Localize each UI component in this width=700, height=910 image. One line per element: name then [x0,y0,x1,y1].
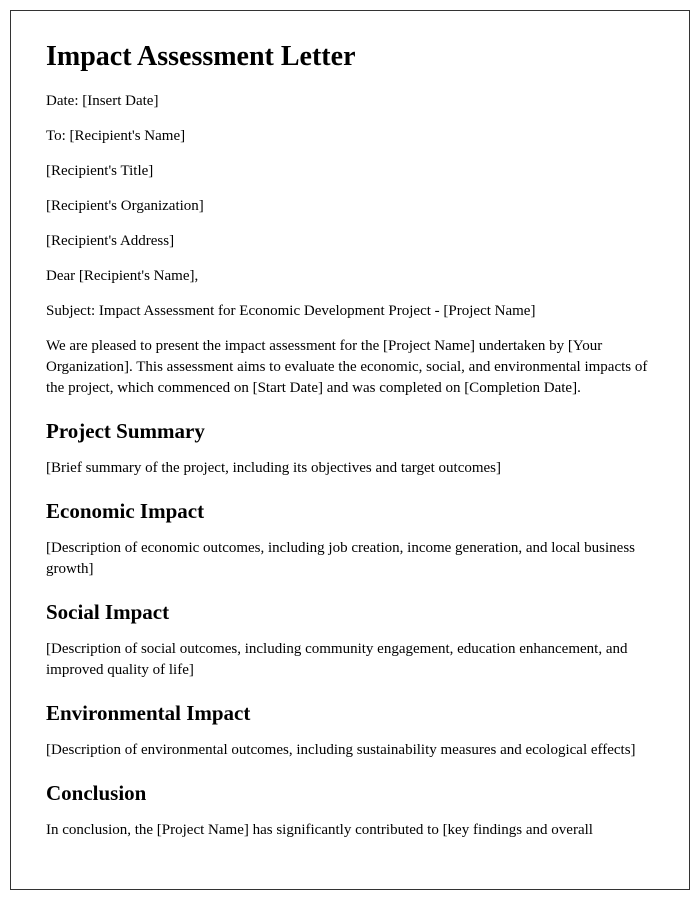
environmental-impact-heading: Environmental Impact [46,701,654,726]
recipient-organization: [Recipient's Organization] [46,196,654,217]
to-line: To: [Recipient's Name] [46,126,654,147]
subject-line: Subject: Impact Assessment for Economic … [46,301,654,322]
project-summary-heading: Project Summary [46,419,654,444]
salutation: Dear [Recipient's Name], [46,266,654,287]
intro-paragraph: We are pleased to present the impact ass… [46,336,654,399]
conclusion-body: In conclusion, the [Project Name] has si… [46,820,654,841]
recipient-title: [Recipient's Title] [46,161,654,182]
recipient-address: [Recipient's Address] [46,231,654,252]
economic-impact-body: [Description of economic outcomes, inclu… [46,538,654,580]
social-impact-heading: Social Impact [46,600,654,625]
conclusion-heading: Conclusion [46,781,654,806]
project-summary-body: [Brief summary of the project, including… [46,458,654,479]
date-line: Date: [Insert Date] [46,91,654,112]
economic-impact-heading: Economic Impact [46,499,654,524]
social-impact-body: [Description of social outcomes, includi… [46,639,654,681]
document-page: Impact Assessment Letter Date: [Insert D… [10,10,690,890]
environmental-impact-body: [Description of environmental outcomes, … [46,740,654,761]
document-title: Impact Assessment Letter [46,41,654,73]
